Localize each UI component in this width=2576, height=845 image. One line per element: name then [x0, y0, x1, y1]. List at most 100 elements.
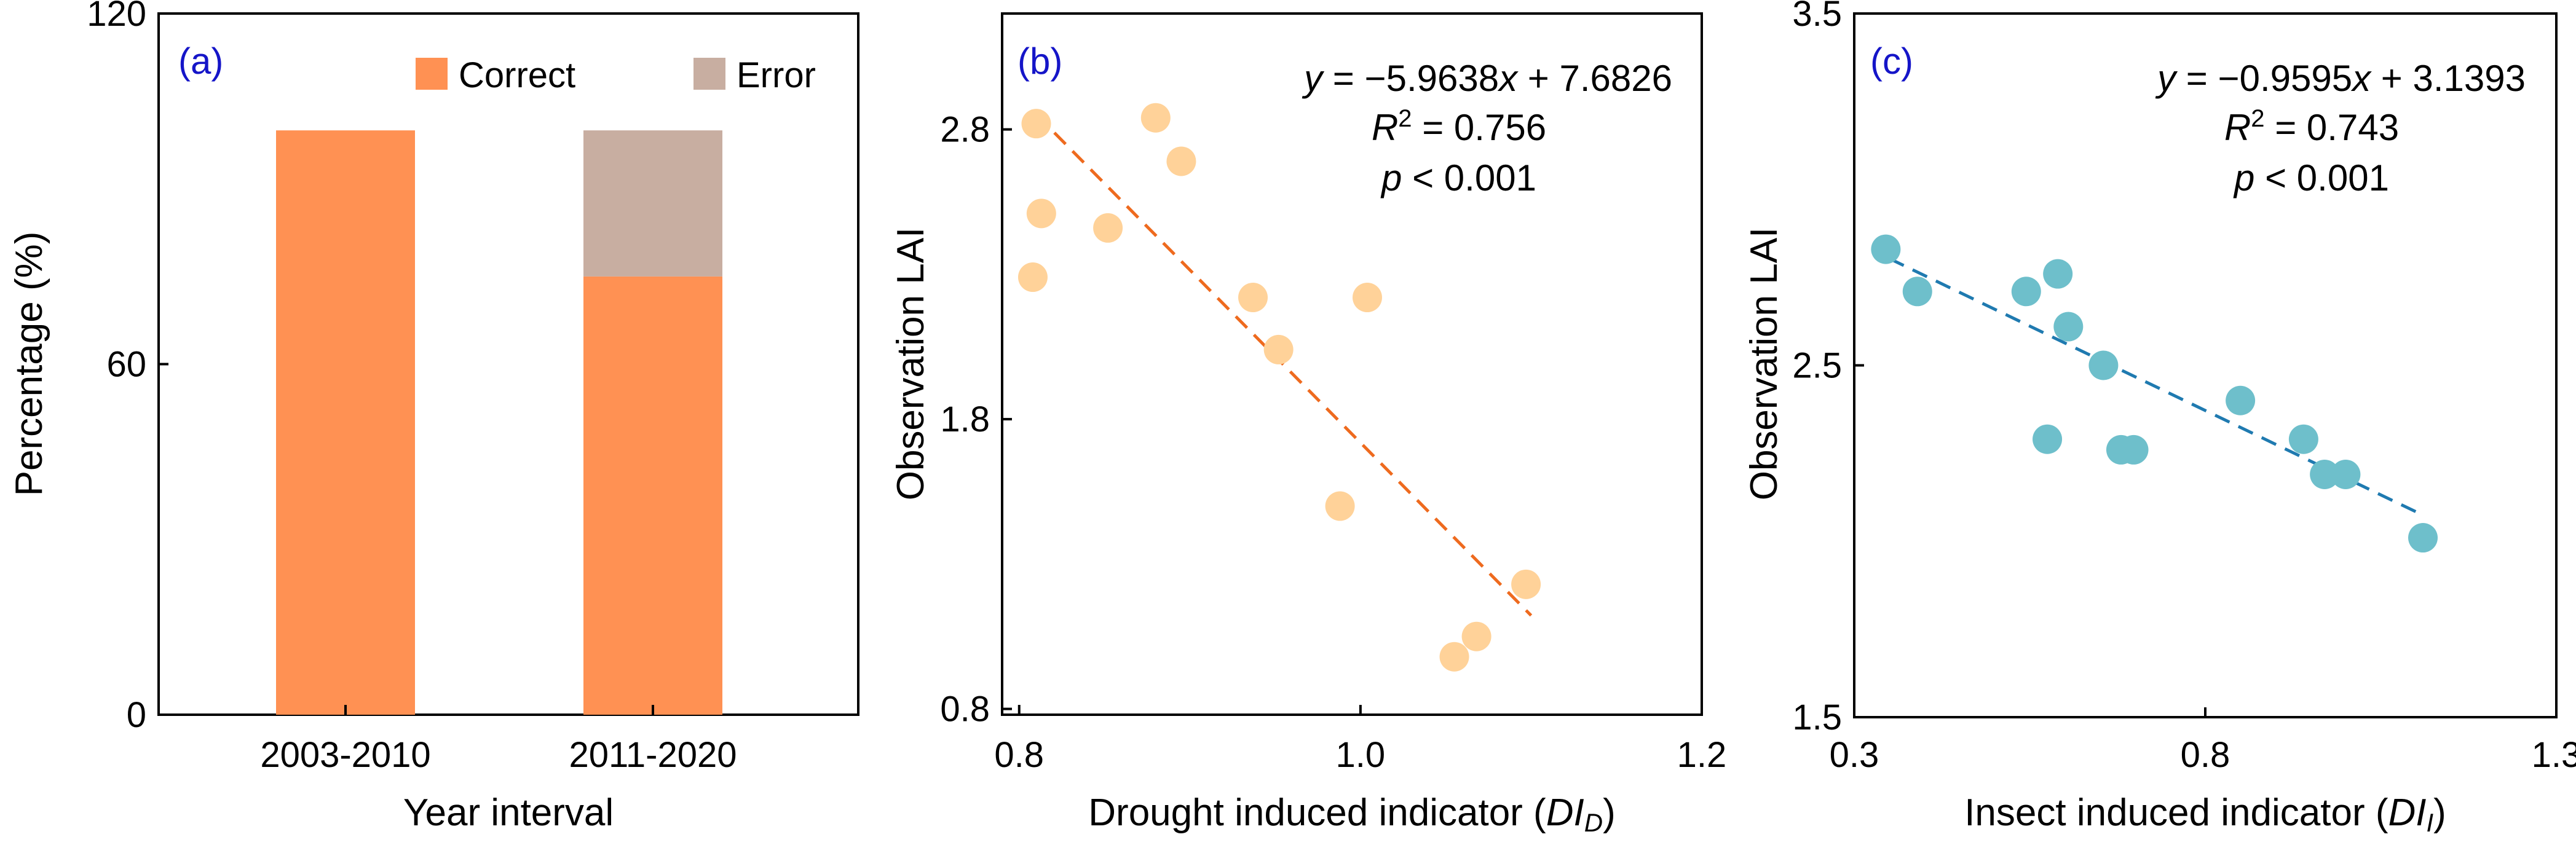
data-point-b [1093, 213, 1123, 243]
x-tick-label-a: 2011-2020 [569, 735, 737, 775]
data-point-b [1461, 621, 1491, 651]
r-squared-c: R2 = 0.743 [2224, 105, 2399, 148]
plot-frame-c [1853, 12, 2558, 718]
xlabel-italic-c: DI [2388, 792, 2426, 834]
legend-swatch-error [693, 58, 725, 90]
data-point-b [1439, 642, 1469, 672]
p-label-b: p [1380, 157, 1402, 198]
x-axis-label-c: Insect induced indicator (DII) [1964, 792, 2446, 837]
y-axis-label-a: Percentage (%) [8, 232, 50, 497]
eq-x-b: x [1497, 58, 1519, 99]
xlabel-main-c: Insect induced indicator ( [1964, 792, 2388, 834]
data-point-c [2119, 434, 2149, 465]
y-tick-label-a: 120 [87, 0, 146, 34]
data-point-b [1166, 146, 1196, 176]
y-tick-label-a: 60 [106, 345, 146, 385]
panel-label-b: (b) [1017, 41, 1062, 82]
x-tick-label-b: 1.0 [1336, 735, 1386, 775]
data-point-c [1871, 234, 1901, 264]
legend-label-correct: Correct [459, 55, 575, 95]
data-point-b [1238, 283, 1268, 313]
data-point-b [1140, 103, 1171, 133]
plot-frame-b [1001, 12, 1703, 716]
x-tick-label-c: 1.3 [2532, 735, 2576, 775]
data-point-c [2053, 312, 2084, 342]
data-point-c [2088, 350, 2119, 380]
data-point-b [1026, 198, 1056, 229]
data-point-b [1511, 569, 1541, 599]
y-tick-label-c: 1.5 [1792, 698, 1842, 737]
xlabel-close-b: ) [1603, 792, 1616, 834]
xlabel-close-c: ) [2433, 792, 2446, 834]
data-point-b [1021, 109, 1051, 139]
data-point-b [1325, 491, 1355, 521]
p-value-b: p < 0.001 [1380, 157, 1536, 198]
eq-y-b: y [1302, 58, 1325, 99]
y-tick-label-b: 0.8 [940, 690, 990, 729]
y-tick-label-b: 1.8 [940, 399, 990, 439]
eq-equals-c: = [2176, 58, 2218, 99]
bar-error-2011-2020 [583, 130, 722, 277]
data-point-c [2011, 277, 2041, 307]
y-tick-label-a: 0 [127, 695, 146, 735]
x-tick-label-c: 0.3 [1830, 735, 1879, 775]
xlabel-sub-b: D [1584, 808, 1603, 837]
panel-c: 1.5 2.5 3.5 0.3 0.8 1.3 (c) y = −0.9595x + 3… [1743, 0, 2576, 837]
eq-coef-c: −0.9595 [2218, 58, 2353, 99]
panel-a: 0 60 120 2003-2010 2011-2020 (a) Correct Er… [8, 0, 859, 834]
y-tick-label-c: 3.5 [1792, 0, 1842, 34]
x-axis-label-a: Year interval [403, 792, 614, 834]
eq-rest-b: + 7.6826 [1517, 58, 1672, 99]
y-tick-label-b: 2.8 [940, 110, 990, 150]
p-label-c: p [2233, 157, 2254, 198]
panel-label-a: (a) [178, 41, 223, 82]
legend-label-error: Error [737, 55, 816, 95]
data-point-c [1902, 277, 1932, 307]
xlabel-italic-b: DI [1546, 792, 1584, 834]
xlabel-sub-c: I [2426, 808, 2433, 837]
y-tick-label-c: 2.5 [1792, 346, 1842, 386]
data-point-c [2408, 523, 2438, 553]
r-squared-b: R2 = 0.756 [1372, 105, 1546, 148]
x-tick-label-b: 0.8 [994, 735, 1044, 775]
p-rest-c: < 0.001 [2254, 157, 2389, 198]
regression-equation-b: y = −5.9638x + 7.6826 [1302, 58, 1672, 99]
eq-rest-c: + 3.1393 [2371, 58, 2526, 99]
eq-equals-b: = [1322, 58, 1364, 99]
panel-label-c: (c) [1870, 41, 1913, 82]
r2-label-b: R [1372, 107, 1398, 148]
legend-swatch-correct [416, 58, 448, 90]
plot-frame-a [157, 12, 859, 716]
x-tick-label-a: 2003-2010 [260, 735, 430, 775]
bar-correct-2003-2010 [276, 130, 415, 715]
data-point-c [2331, 459, 2361, 489]
r2-value-c: = 0.743 [2265, 107, 2400, 148]
y-axis-label-c: Observation LAI [1743, 227, 1785, 501]
x-tick-label-c: 0.8 [2181, 735, 2230, 775]
panel-b: 0.8 1.8 2.8 0.8 1.0 1.2 (b) y = −5.9638x + 7… [890, 12, 1727, 837]
xlabel-main-b: Drought induced indicator ( [1088, 792, 1546, 834]
x-tick-label-b: 1.2 [1677, 735, 1727, 775]
p-value-c: p < 0.001 [2233, 157, 2389, 198]
data-point-c [2288, 424, 2318, 454]
data-point-c [2033, 424, 2063, 454]
regression-line-b [1035, 113, 1533, 617]
regression-equation-c: y = −0.9595x + 3.1393 [2155, 58, 2526, 99]
r2-sup-b: 2 [1398, 105, 1412, 132]
y-axis-label-b: Observation LAI [890, 227, 932, 501]
data-point-b [1263, 334, 1294, 364]
p-rest-b: < 0.001 [1402, 157, 1536, 198]
r2-value-b: = 0.756 [1412, 107, 1547, 148]
eq-y-c: y [2155, 58, 2178, 99]
data-point-b [1352, 283, 1382, 313]
x-axis-label-b: Drought induced indicator (DID) [1088, 792, 1615, 837]
data-point-c [2226, 385, 2256, 415]
r2-label-c: R [2224, 107, 2251, 148]
data-point-c [2043, 259, 2073, 289]
r2-sup-c: 2 [2251, 105, 2264, 132]
bar-correct-2011-2020 [583, 276, 722, 715]
data-point-c [2310, 459, 2340, 489]
data-point-b [1017, 262, 1048, 293]
eq-x-c: x [2350, 58, 2372, 99]
